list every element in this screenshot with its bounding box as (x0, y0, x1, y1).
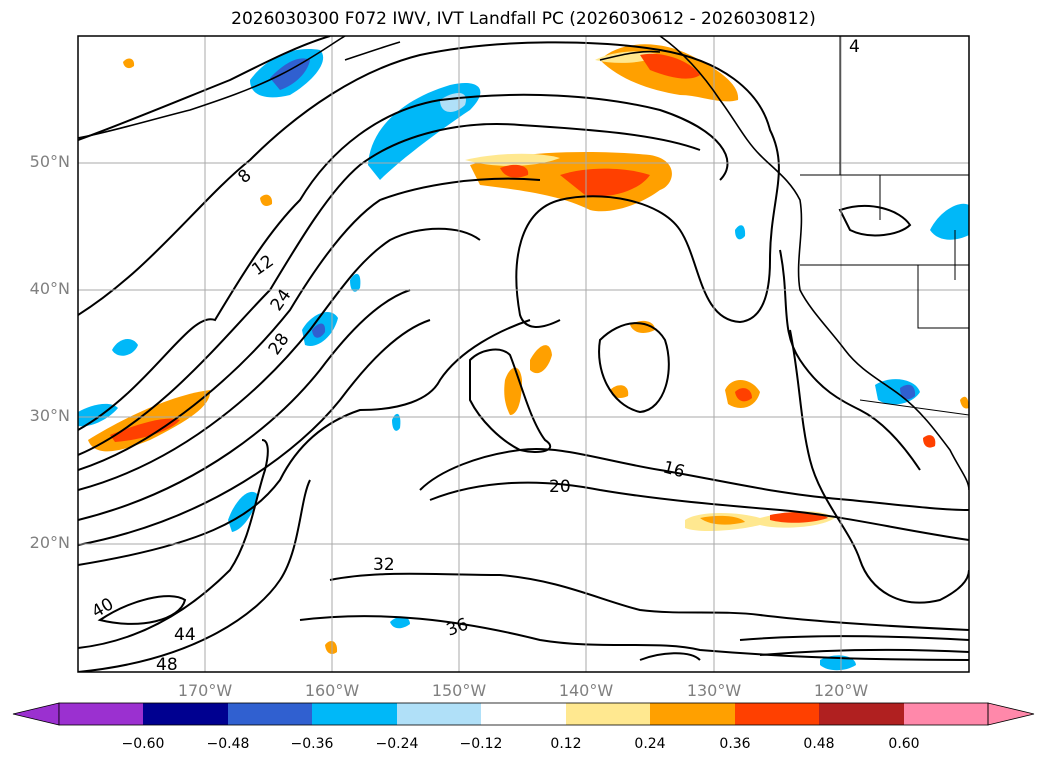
colorbar-tick-label: −0.60 (121, 736, 165, 752)
plot-frame (77, 35, 970, 673)
colorbar-tick-label: 0.12 (550, 736, 582, 752)
colorbar-tick-label: −0.36 (290, 736, 334, 752)
lon-label: 130°W (686, 681, 742, 700)
colorbar-tick-label: −0.48 (206, 736, 250, 752)
contour-label-40: 40 (89, 594, 118, 622)
contour-label-4: 4 (849, 37, 860, 57)
colorbar-frame (58, 702, 989, 726)
colorbar-bin (481, 703, 566, 725)
lon-label: 150°W (431, 681, 487, 700)
colorbar-bin (143, 703, 228, 725)
colorbar (12, 702, 1035, 726)
contour-label-12: 12 (248, 251, 277, 280)
lat-label: 50°N (29, 152, 70, 171)
colorbar-bin (566, 703, 650, 725)
lat-label: 40°N (29, 279, 70, 298)
colorbar-bin (904, 703, 988, 725)
contour-label-16: 16 (661, 458, 687, 483)
colorbar-bin (59, 703, 143, 725)
colorbar-tick-label: 0.24 (634, 736, 666, 752)
contour-label-32: 32 (373, 555, 395, 575)
colorbar-bin (735, 703, 819, 725)
colorbar-bin (397, 703, 481, 725)
colorbar-bin (650, 703, 735, 725)
lon-label: 160°W (304, 681, 360, 700)
contour-label-8: 8 (234, 166, 255, 188)
lon-label: 120°W (813, 681, 869, 700)
contour-label-48: 48 (156, 655, 178, 675)
lon-label: 140°W (558, 681, 614, 700)
negative-anomaly-patches (78, 49, 969, 671)
lat-label: 30°N (29, 406, 70, 425)
contour-label-20: 20 (549, 477, 571, 497)
colorbar-tick-label: 0.60 (888, 736, 920, 752)
lon-label: 170°W (177, 681, 233, 700)
contour-label-36: 36 (444, 615, 471, 641)
lat-label: 20°N (29, 533, 70, 552)
borders (800, 36, 969, 416)
iwv-contours (78, 36, 969, 672)
contour-label-44: 44 (174, 625, 196, 645)
colorbar-bin (819, 703, 904, 725)
map-title: 2026030300 F072 IWV, IVT Landfall PC (20… (231, 9, 816, 29)
colorbar-extend-high (987, 702, 1035, 726)
colorbar-tick-label: −0.12 (459, 736, 503, 752)
colorbar-tick-label: −0.24 (375, 736, 419, 752)
colorbar-tick-label: 0.48 (803, 736, 835, 752)
positive-anomaly-patches (88, 44, 969, 654)
coastlines (78, 36, 969, 491)
colorbar-extend-low (12, 702, 60, 726)
gridlines (78, 36, 969, 672)
colorbar-bin (228, 703, 312, 725)
colorbar-tick-label: 0.36 (719, 736, 751, 752)
colorbar-bin (312, 703, 397, 725)
